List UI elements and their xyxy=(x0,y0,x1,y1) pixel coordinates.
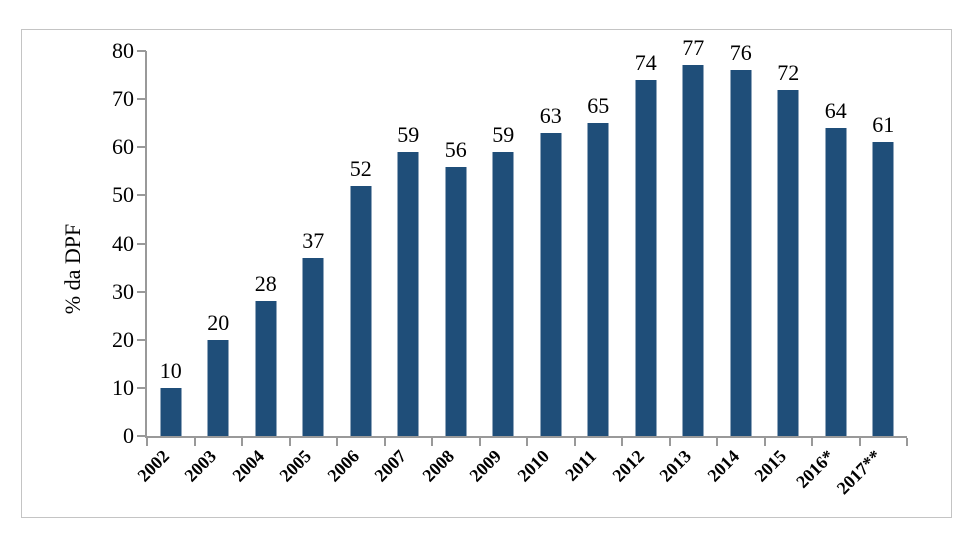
bar xyxy=(635,79,657,436)
bar xyxy=(445,166,467,436)
bar-value-label: 72 xyxy=(777,59,800,85)
x-tick-mark xyxy=(668,438,671,446)
bar-value-label: 10 xyxy=(159,357,182,383)
x-tick-mark xyxy=(193,438,196,446)
x-tick-mark xyxy=(621,438,623,446)
x-tick-mark xyxy=(146,438,148,446)
chart-frame: % da DPF 0 10 20 30 40 50 60 70 80 10 20 28 37 52 59 5… xyxy=(21,29,952,518)
category-cell: 59 xyxy=(385,51,433,436)
bar-value-label: 28 xyxy=(254,271,277,297)
y-tick-label: 40 xyxy=(112,230,134,256)
category-cell: 76 xyxy=(717,41,765,436)
bar xyxy=(302,257,324,436)
category-cell: 28 xyxy=(242,51,290,436)
category-cell: 61 xyxy=(860,51,908,436)
bar-value-label: 63 xyxy=(539,102,562,128)
bar xyxy=(730,70,752,436)
bar xyxy=(492,152,514,436)
bars-container: 10 20 28 37 52 59 56 59 63 65 74 77 76 72 64 61 xyxy=(147,36,908,436)
y-tick-mark xyxy=(137,338,146,341)
bar xyxy=(397,152,419,436)
bar-value-label: 64 xyxy=(824,98,847,123)
y-tick-mark xyxy=(137,290,146,293)
category-cell: 56 xyxy=(432,51,480,436)
x-tick-mark xyxy=(716,438,718,446)
bar-value-label: 61 xyxy=(872,112,895,138)
y-tick-mark xyxy=(137,50,146,52)
bar xyxy=(350,185,372,436)
y-tick-mark xyxy=(137,194,146,197)
category-cell: 52 xyxy=(337,51,385,436)
bar-value-label: 74 xyxy=(634,49,657,75)
y-tick-mark xyxy=(137,146,146,149)
x-tick-mark xyxy=(478,438,481,446)
bar-value-label: 59 xyxy=(492,122,515,148)
x-axis-labels: 2002 2003 2004 2005 2006 2007 2008 2009 2010 2011… xyxy=(133,436,907,526)
bar-value-label: 56 xyxy=(444,136,467,162)
category-cell: 10 xyxy=(147,51,195,436)
x-tick-mark xyxy=(241,438,243,446)
bar-value-label: 52 xyxy=(349,155,372,181)
bar xyxy=(160,387,182,436)
x-tick-mark xyxy=(526,438,528,446)
x-axis-line xyxy=(145,436,907,438)
category-cell: 64 xyxy=(812,51,860,436)
bar xyxy=(207,339,229,436)
plot-area: 0 10 20 30 40 50 60 70 80 10 20 28 37 52 59 56 59 63 65 74… xyxy=(112,36,908,498)
x-tick-mark xyxy=(858,438,861,446)
y-tick-mark xyxy=(137,242,146,245)
y-tick-label: 30 xyxy=(112,278,134,304)
y-tick-label: 80 xyxy=(112,38,134,63)
bar xyxy=(255,301,277,436)
y-tick-label: 50 xyxy=(112,182,134,208)
y-axis-line xyxy=(145,51,147,438)
category-cell: 77 xyxy=(670,36,718,436)
bar-value-label: 65 xyxy=(587,93,610,119)
y-tick-mark xyxy=(137,98,146,101)
y-tick-label: 20 xyxy=(112,326,134,352)
y-axis-title: % da DPF xyxy=(60,223,85,315)
category-cell: 63 xyxy=(527,51,575,436)
bar-value-label: 37 xyxy=(302,227,325,253)
y-tick-mark xyxy=(137,435,146,437)
x-tick-mark xyxy=(573,438,576,446)
bar xyxy=(825,128,847,436)
x-tick-mark xyxy=(336,438,338,446)
bar-value-label: 76 xyxy=(729,40,752,66)
bar xyxy=(587,123,609,436)
y-tick-label: 70 xyxy=(112,86,134,112)
y-tick-mark xyxy=(137,386,146,389)
y-tick-label: 0 xyxy=(123,423,134,448)
category-cell: 65 xyxy=(575,51,623,436)
bar-value-label: 59 xyxy=(397,122,420,148)
category-cell: 59 xyxy=(480,51,528,436)
x-tick-mark xyxy=(288,438,291,446)
bar xyxy=(872,142,894,436)
x-tick-mark xyxy=(906,438,908,446)
bar xyxy=(540,132,562,436)
x-tick-mark xyxy=(811,438,813,446)
category-cell: 74 xyxy=(622,50,670,436)
bar-value-label: 20 xyxy=(207,309,230,335)
x-tick-mark xyxy=(763,438,766,446)
category-cell: 20 xyxy=(195,51,243,436)
category-cell: 37 xyxy=(290,51,338,436)
x-tick-mark xyxy=(431,438,433,446)
y-tick-label: 10 xyxy=(112,374,134,400)
category-cell: 72 xyxy=(765,51,813,436)
bar-value-label: 77 xyxy=(682,35,705,61)
bar xyxy=(682,65,704,436)
bar xyxy=(777,89,799,436)
y-tick-label: 60 xyxy=(112,134,134,160)
x-tick-mark xyxy=(383,438,386,446)
